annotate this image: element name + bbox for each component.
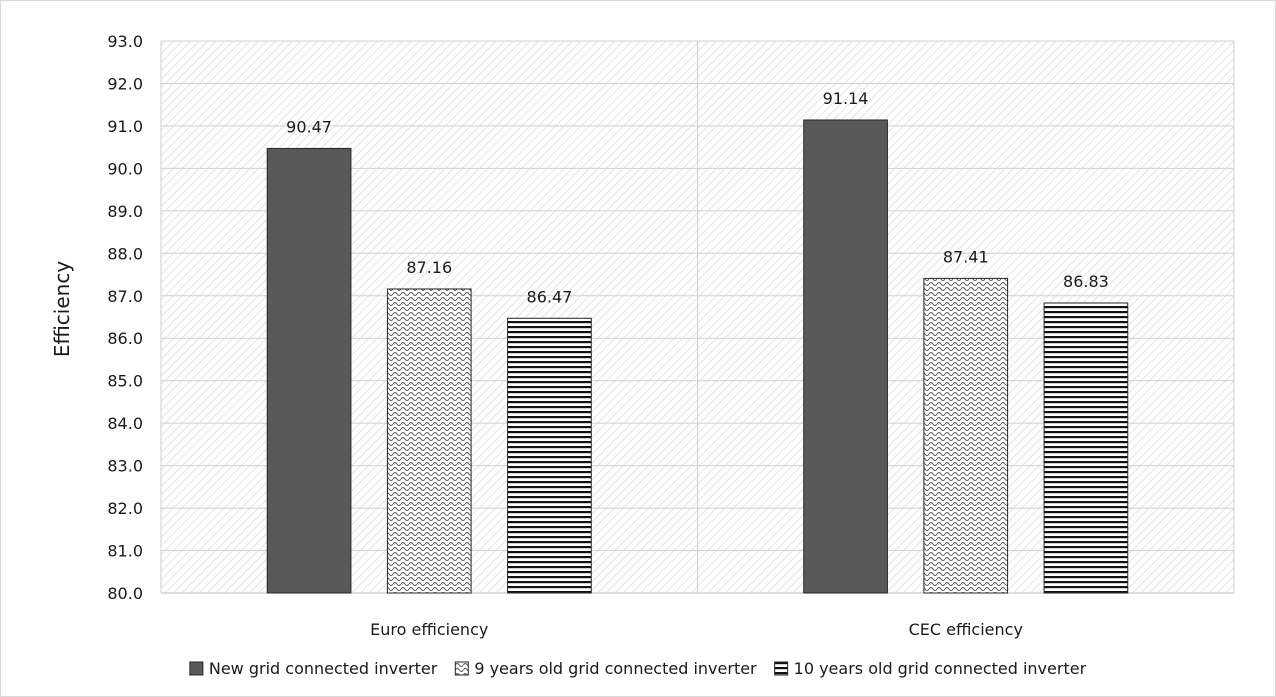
data-label: 87.41	[943, 247, 989, 266]
data-label: 86.83	[1063, 272, 1109, 291]
legend-label: 9 years old grid connected inverter	[474, 659, 757, 678]
data-label: 86.47	[527, 287, 573, 306]
y-tick-label: 93.0	[107, 32, 143, 51]
legend-label: 10 years old grid connected inverter	[794, 659, 1087, 678]
data-labels: 90.47 87.16 86.47 91.14 87.41 86.83	[286, 89, 1109, 306]
bar-1-2	[803, 119, 888, 594]
x-axis-categories: Euro efficiency CEC efficiency	[370, 620, 1023, 639]
y-tick-label: 83.0	[107, 457, 143, 476]
bar-2-2	[923, 277, 1009, 594]
bar-3-2	[1043, 302, 1129, 594]
data-label: 90.47	[286, 117, 332, 136]
x-category-label: Euro efficiency	[370, 620, 488, 639]
y-tick-label: 91.0	[107, 117, 143, 136]
y-tick-label: 84.0	[107, 414, 143, 433]
x-category-label: CEC efficiency	[909, 620, 1023, 639]
data-label: 91.14	[823, 89, 869, 108]
y-tick-label: 86.0	[107, 329, 143, 348]
legend-swatch	[189, 661, 204, 676]
bars	[266, 119, 1129, 594]
y-tick-label: 92.0	[107, 74, 143, 93]
y-tick-label: 85.0	[107, 372, 143, 391]
legend-swatch	[774, 661, 789, 676]
y-tick-label: 81.0	[107, 542, 143, 561]
y-tick-label: 80.0	[107, 584, 143, 603]
data-label: 87.16	[406, 258, 452, 277]
y-tick-label: 89.0	[107, 202, 143, 221]
bar-3-1	[507, 317, 592, 594]
bar-1-1	[266, 147, 352, 594]
bar-2-1	[386, 288, 472, 594]
legend-swatch	[454, 661, 469, 676]
y-tick-label: 87.0	[107, 287, 143, 306]
y-tick-label: 90.0	[107, 159, 143, 178]
y-axis-ticks: 80.0 81.0 82.0 83.0 84.0 85.0 86.0 87.0 88.0 89.0…	[107, 32, 143, 603]
legend-item-3: 10 years old grid connected inverter	[774, 659, 1087, 678]
y-tick-label: 88.0	[107, 244, 143, 263]
y-axis-title: Efficiency	[50, 261, 74, 358]
y-tick-label: 82.0	[107, 499, 143, 518]
legend-item-1: New grid connected inverter	[189, 659, 438, 678]
legend-label: New grid connected inverter	[209, 659, 438, 678]
legend-item-2: 9 years old grid connected inverter	[454, 659, 757, 678]
legend: New grid connected inverter 9 years old g…	[189, 659, 1087, 678]
